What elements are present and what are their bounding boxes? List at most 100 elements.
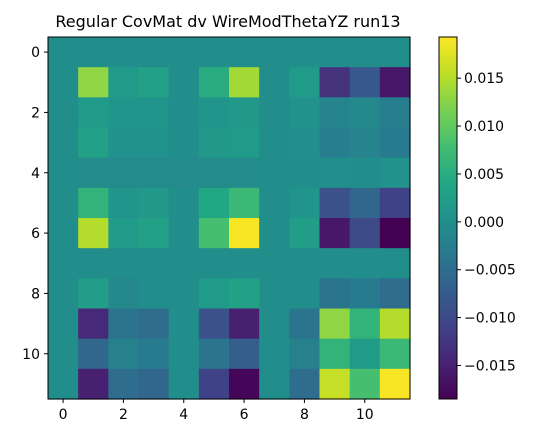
heatmap-cell xyxy=(78,187,109,219)
heatmap-cell xyxy=(379,157,411,189)
colorbar-tick-label: 0.000 xyxy=(464,215,504,231)
heatmap-cell xyxy=(349,97,381,129)
heatmap-cell xyxy=(138,218,170,249)
heatmap-cell xyxy=(168,278,200,310)
heatmap-cell xyxy=(138,278,170,310)
chart-title: Regular CovMat dv WireModThetaYZ run13 xyxy=(55,12,400,31)
heatmap-cell xyxy=(138,187,170,219)
heatmap-cell xyxy=(108,248,140,279)
heatmap-cell xyxy=(168,248,200,279)
heatmap-cell xyxy=(319,97,351,129)
heatmap-cell xyxy=(138,368,170,400)
heatmap-cell xyxy=(319,157,351,189)
heatmap-cell xyxy=(198,338,230,370)
heatmap-cell xyxy=(379,37,411,68)
heatmap-cell xyxy=(259,97,290,129)
heatmap-cell xyxy=(289,368,321,400)
heatmap-cell xyxy=(229,37,260,68)
heatmap-cell xyxy=(349,157,381,189)
heatmap-cell xyxy=(198,368,230,400)
heatmap-cell xyxy=(108,308,140,340)
heatmap-cell xyxy=(48,157,79,189)
heatmap-cell xyxy=(78,218,109,249)
heatmap-cell xyxy=(198,97,230,129)
heatmap-cell xyxy=(379,248,411,279)
heatmap-cell xyxy=(289,187,321,219)
x-tick-label: 2 xyxy=(119,407,128,423)
heatmap-cell xyxy=(108,218,140,249)
heatmap-cell xyxy=(48,97,79,129)
heatmap-cell xyxy=(259,37,290,68)
colorbar-axis: −0.015 −0.010 −0.005 0.000 0.005 0.010 0.015 xyxy=(457,71,516,374)
heatmap-cell xyxy=(138,308,170,340)
heatmap-cell xyxy=(319,67,351,98)
y-tick-label: 6 xyxy=(31,226,40,242)
heatmap-cell xyxy=(48,338,79,370)
heatmap-cell xyxy=(198,308,230,340)
heatmap-cell xyxy=(108,37,140,68)
heatmap-cell xyxy=(319,127,351,159)
heatmap-cell xyxy=(379,218,411,249)
heatmap-cell xyxy=(289,97,321,129)
heatmap-cell xyxy=(379,187,411,219)
heatmap-cell xyxy=(379,97,411,129)
heatmap-cell xyxy=(259,67,290,98)
heatmap-cell xyxy=(319,248,351,279)
heatmap-cell xyxy=(379,368,411,400)
heatmap-cell xyxy=(108,187,140,219)
y-tick-label: 10 xyxy=(22,347,40,363)
heatmap-cell xyxy=(48,248,79,279)
heatmap-cell xyxy=(48,308,79,340)
heatmap-cell xyxy=(259,218,290,249)
heatmap-cell xyxy=(138,37,170,68)
heatmap-cell xyxy=(259,338,290,370)
colorbar-tick-label: 0.005 xyxy=(464,167,504,183)
heatmap-cell xyxy=(168,308,200,340)
heatmap-cell xyxy=(108,97,140,129)
y-tick-label: 0 xyxy=(31,45,40,61)
heatmap-cell xyxy=(259,278,290,310)
heatmap-cell xyxy=(289,157,321,189)
heatmap-cell xyxy=(289,67,321,98)
heatmap-cell xyxy=(379,278,411,310)
heatmap-cell xyxy=(78,248,109,279)
heatmap-cell xyxy=(319,187,351,219)
heatmap-cell xyxy=(319,338,351,370)
heatmap-cell xyxy=(289,278,321,310)
colorbar-tick-label: 0.010 xyxy=(464,119,504,135)
heatmap-cell xyxy=(78,37,109,68)
heatmap-cell xyxy=(229,308,260,340)
y-tick-label: 4 xyxy=(31,166,40,182)
x-tick-label: 10 xyxy=(356,407,374,423)
heatmap-cell xyxy=(229,97,260,129)
heatmap-cell xyxy=(259,157,290,189)
heatmap-cell xyxy=(379,308,411,340)
heatmap-cell xyxy=(198,187,230,219)
heatmap-cell xyxy=(289,127,321,159)
heatmap-cell xyxy=(108,368,140,400)
colorbar-tick-label: −0.010 xyxy=(464,311,516,327)
heatmap-cell xyxy=(319,218,351,249)
x-tick-label: 8 xyxy=(300,407,309,423)
heatmap-cell xyxy=(229,157,260,189)
heatmap-cell xyxy=(229,218,260,249)
heatmap-cell xyxy=(78,338,109,370)
heatmap-cell xyxy=(349,67,381,98)
heatmap-cell xyxy=(289,248,321,279)
heatmap-cell xyxy=(319,368,351,400)
y-tick-label: 8 xyxy=(31,286,40,302)
heatmap-cell xyxy=(108,278,140,310)
heatmap-cell xyxy=(229,187,260,219)
heatmap-cell xyxy=(168,67,200,98)
heatmap-cell xyxy=(349,368,381,400)
colorbar-tick-label: −0.005 xyxy=(464,263,516,279)
heatmap-cell xyxy=(289,218,321,249)
heatmap-cell xyxy=(289,37,321,68)
heatmap-cell xyxy=(198,127,230,159)
heatmap-cell xyxy=(379,338,411,370)
colorbar-tick-label: −0.015 xyxy=(464,358,516,374)
heatmap-cell xyxy=(138,338,170,370)
heatmap-cell xyxy=(349,187,381,219)
heatmap-cell xyxy=(108,67,140,98)
